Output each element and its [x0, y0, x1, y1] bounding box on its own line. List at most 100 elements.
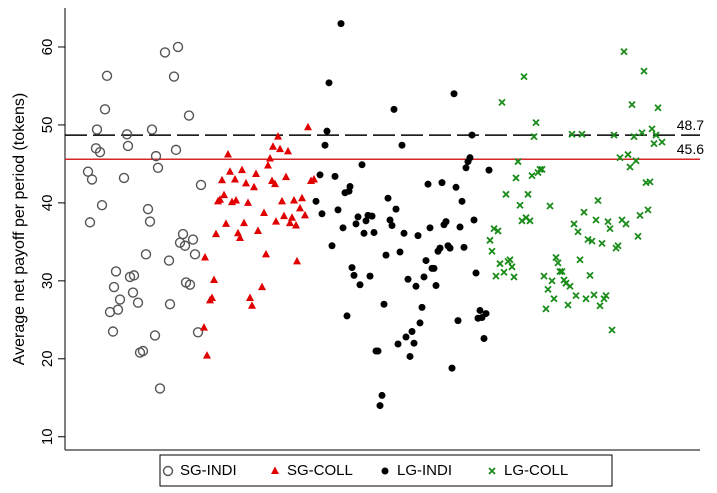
point	[184, 279, 196, 290]
point	[650, 140, 658, 148]
y-tick-label: 10	[39, 428, 56, 445]
point	[142, 203, 154, 215]
point	[163, 255, 175, 266]
point	[110, 266, 122, 277]
legend-label: SG-INDI	[180, 462, 237, 479]
point	[252, 169, 260, 178]
point	[636, 211, 644, 219]
point	[179, 240, 191, 251]
point	[574, 228, 582, 236]
point	[558, 267, 566, 276]
point	[264, 160, 272, 169]
point	[159, 47, 171, 58]
point	[500, 268, 508, 276]
point	[644, 206, 652, 214]
point	[414, 232, 422, 240]
point	[606, 224, 614, 233]
point	[282, 172, 290, 181]
point	[520, 72, 528, 81]
point	[170, 144, 182, 156]
point	[526, 217, 534, 225]
point	[420, 273, 428, 281]
point	[396, 248, 404, 256]
point	[298, 193, 306, 202]
point	[482, 310, 490, 318]
point	[216, 195, 224, 203]
point	[456, 223, 464, 231]
point	[638, 129, 646, 137]
point	[590, 291, 598, 299]
point	[146, 124, 158, 135]
point	[290, 196, 298, 204]
reference-label: 48.7	[677, 117, 704, 133]
point	[566, 282, 574, 290]
point	[232, 196, 240, 204]
point	[458, 197, 466, 205]
point	[422, 257, 430, 265]
point	[238, 165, 246, 174]
point	[502, 190, 510, 198]
point	[360, 229, 368, 237]
point	[578, 130, 586, 138]
point	[540, 272, 548, 280]
point	[470, 216, 478, 224]
legend-label: LG-INDI	[397, 462, 452, 479]
point	[168, 71, 180, 82]
point	[316, 171, 324, 179]
point	[266, 153, 274, 162]
point	[598, 239, 606, 248]
point	[321, 141, 329, 149]
point	[528, 171, 536, 180]
point	[269, 142, 277, 150]
point	[91, 124, 103, 135]
point	[286, 218, 294, 227]
point	[271, 179, 279, 188]
point	[608, 326, 616, 334]
point	[640, 67, 648, 75]
point	[408, 328, 416, 336]
point	[99, 104, 111, 115]
point	[164, 299, 176, 310]
point	[616, 154, 624, 162]
point	[630, 132, 638, 141]
point	[380, 300, 388, 308]
point	[494, 227, 502, 235]
point	[454, 317, 462, 325]
point	[486, 236, 494, 244]
point	[530, 132, 538, 141]
point	[236, 233, 244, 241]
point	[246, 293, 254, 301]
point	[468, 131, 476, 139]
point	[276, 144, 284, 153]
point	[108, 281, 120, 293]
point	[448, 364, 456, 372]
point	[626, 163, 634, 171]
point	[293, 256, 301, 265]
point	[337, 20, 345, 28]
legend-marker	[271, 466, 279, 474]
point	[552, 253, 560, 262]
point	[128, 270, 140, 281]
point	[350, 271, 358, 279]
point	[177, 228, 189, 240]
y-tick-label: 20	[39, 350, 56, 367]
point	[86, 174, 98, 185]
point	[524, 190, 532, 198]
point	[582, 295, 590, 303]
point	[323, 127, 331, 135]
point	[312, 197, 320, 205]
point	[554, 259, 562, 267]
point	[366, 272, 374, 280]
point	[542, 305, 550, 313]
y-tick-label: 40	[39, 195, 56, 212]
point	[362, 217, 370, 225]
legend-label: SG-COLL	[287, 462, 353, 479]
point	[550, 295, 558, 303]
point	[430, 264, 438, 272]
point	[508, 263, 516, 271]
point	[648, 125, 656, 133]
point	[346, 183, 354, 191]
point	[140, 249, 152, 260]
point	[394, 340, 402, 348]
legend-label: LG-COLL	[504, 462, 568, 479]
